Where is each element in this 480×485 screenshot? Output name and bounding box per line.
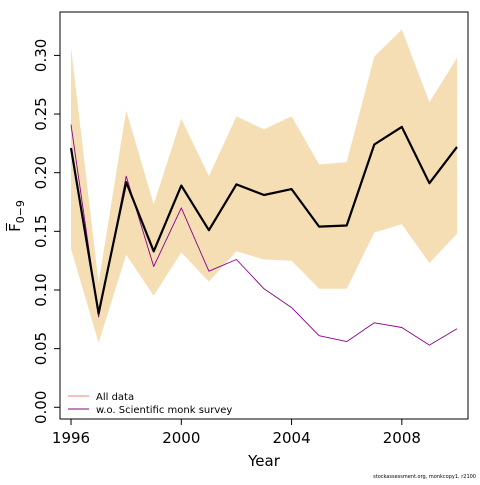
y-tick-label: 0.05 — [32, 332, 50, 365]
y-tick-label: 0.00 — [32, 391, 50, 424]
y-tick-label: 0.10 — [32, 273, 50, 306]
y-axis-title-subscript: 0−9 — [14, 200, 27, 223]
confidence-band-layer — [71, 29, 457, 343]
plot-frame — [59, 11, 469, 420]
x-axis-title: Year — [247, 452, 281, 470]
legend: All data w.o. Scientific monk survey — [68, 392, 232, 416]
credit-text: stockassessment.org, monkcopy1, r2100 — [373, 474, 476, 480]
y-tick-label: 0.20 — [32, 156, 50, 189]
y-axis-title-main: F̅ — [5, 222, 24, 232]
x-tick-label: 1996 — [52, 429, 90, 447]
x-tick-label: 2008 — [383, 429, 421, 447]
series-line-all-data — [69, 125, 458, 315]
legend-label-all-data: All data — [96, 392, 134, 403]
series-line-layer — [69, 124, 458, 346]
x-tick-label: 2000 — [162, 429, 200, 447]
y-axis: 0.00 0.05 0.10 0.15 0.20 0.25 0.30 — [32, 39, 60, 424]
confidence-band — [71, 29, 457, 343]
svg-text:F̅0−9: F̅0−9 — [5, 200, 27, 232]
y-tick-label: 0.15 — [32, 215, 50, 248]
y-axis-title: F̅0−9 — [5, 200, 27, 232]
y-tick-label: 0.25 — [32, 97, 50, 130]
y-tick-label: 0.30 — [32, 39, 50, 72]
x-tick-label: 2004 — [272, 429, 310, 447]
x-axis: 1996 2000 2004 2008 — [52, 419, 421, 447]
legend-label-wo-survey: w.o. Scientific monk survey — [96, 405, 232, 416]
